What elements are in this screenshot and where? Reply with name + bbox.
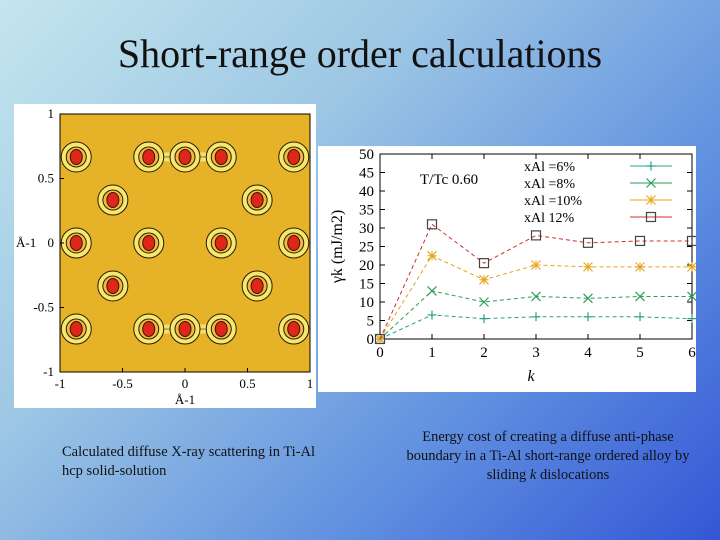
caption-right: Energy cost of creating a diffuse anti-p… xyxy=(398,428,698,485)
data-point xyxy=(427,250,437,261)
data-point xyxy=(583,293,593,304)
map-peak xyxy=(178,148,192,165)
y-tick-label: 35 xyxy=(359,203,374,219)
map-y-tick-label: 0.5 xyxy=(38,171,54,186)
y-tick-label: 50 xyxy=(359,147,374,163)
data-point xyxy=(634,235,646,247)
chart-title: T/Tc 0.60 xyxy=(420,172,478,188)
x-tick-label: 4 xyxy=(584,345,592,361)
data-point xyxy=(687,314,697,324)
x-tick-label: 6 xyxy=(688,345,696,361)
map-peak xyxy=(214,321,228,338)
map-peak xyxy=(214,235,228,251)
map-peak xyxy=(214,148,228,165)
data-point xyxy=(635,291,645,302)
map-peak xyxy=(69,148,83,165)
data-point xyxy=(531,291,541,302)
y-tick-label: 15 xyxy=(359,277,374,293)
data-point xyxy=(646,195,656,205)
data-point xyxy=(531,260,541,270)
caption-right-text-2: dislocations xyxy=(536,467,610,483)
x-tick-label: 2 xyxy=(480,345,488,361)
data-point xyxy=(426,219,438,230)
x-tick-label: 1 xyxy=(428,345,436,361)
series-line xyxy=(379,223,692,340)
map-y-tick-label: -1 xyxy=(43,364,54,379)
map-x-tick-label: -1 xyxy=(55,376,66,391)
data-point xyxy=(583,312,593,322)
diffraction-map: -1 -0.5 0 0.5 1 1 0.5 0 -0.5 -1 Å-1 Å-1 xyxy=(16,106,314,407)
legend-label: xAl =8% xyxy=(524,177,575,192)
data-point xyxy=(479,314,489,324)
map-peak xyxy=(142,321,156,338)
map-peak xyxy=(287,148,301,165)
data-point xyxy=(427,285,437,296)
y-tick-label: 10 xyxy=(359,295,374,311)
map-peak xyxy=(287,321,301,338)
x-tick-label: 3 xyxy=(532,345,540,361)
caption-left: Calculated diffuse X-ray scattering in T… xyxy=(62,444,316,479)
series-1 xyxy=(375,285,697,344)
map-y-tick-label: -0.5 xyxy=(33,300,54,315)
x-tick-label: 5 xyxy=(636,345,644,361)
map-pattern xyxy=(60,141,310,345)
map-peak xyxy=(178,321,192,338)
map-peak xyxy=(69,235,83,251)
map-peak xyxy=(250,192,264,209)
map-x-axis-label: Å-1 xyxy=(175,392,195,407)
map-peak xyxy=(69,321,83,338)
map-x-tick-label: 0 xyxy=(182,376,189,391)
y-tick-label: 45 xyxy=(359,166,374,182)
caption-right-k: k xyxy=(529,467,537,483)
y-tick-label: 20 xyxy=(359,258,374,274)
legend-label: xAl =10% xyxy=(524,194,582,209)
data-point xyxy=(478,258,490,269)
y-tick-label: 40 xyxy=(359,184,374,200)
data-point xyxy=(635,312,645,322)
data-point xyxy=(582,237,594,248)
map-y-tick-label: 0 xyxy=(48,235,55,250)
data-point xyxy=(583,261,593,272)
y-tick-label: 25 xyxy=(359,240,374,256)
map-peak xyxy=(287,235,301,251)
data-point xyxy=(635,261,645,272)
data-point xyxy=(687,261,697,272)
data-point xyxy=(646,178,656,188)
map-peak xyxy=(142,148,156,165)
y-tick-label: 30 xyxy=(359,221,374,237)
map-x-tick-label: -0.5 xyxy=(112,376,133,391)
map-y-axis-label: Å-1 xyxy=(16,235,36,250)
y-axis-label: γk (mJ/m2) xyxy=(329,210,346,284)
y-tick-label: 5 xyxy=(367,314,375,330)
legend-label: xAl 12% xyxy=(524,211,575,226)
map-x-tick-label: 0.5 xyxy=(239,376,255,391)
data-point xyxy=(479,274,489,285)
series-3 xyxy=(374,219,698,345)
x-axis-label: k xyxy=(527,368,535,385)
diffraction-map-figure: -1 -0.5 0 0.5 1 1 0.5 0 -0.5 -1 Å-1 Å-1 xyxy=(14,104,316,408)
data-point xyxy=(646,161,656,171)
slide-title: Short-range order calculations xyxy=(117,31,603,76)
map-peak xyxy=(250,277,264,294)
y-tick-label: 0 xyxy=(367,332,375,348)
map-peak xyxy=(142,235,156,251)
x-tick-label: 0 xyxy=(376,345,384,361)
map-peak xyxy=(106,192,120,209)
data-point xyxy=(427,310,437,320)
data-point xyxy=(645,211,657,223)
map-y-tick-label: 1 xyxy=(48,106,55,121)
map-x-tick-label: 1 xyxy=(307,376,314,391)
line-chart-figure: 0 5 10 15 20 25 30 35 40 45 50 0 1 2 3 4 5 6 k γk (mJ/m2) T/… xyxy=(318,146,698,392)
data-point xyxy=(374,333,386,345)
data-point xyxy=(531,312,541,322)
data-point xyxy=(687,291,697,302)
legend-label: xAl =6% xyxy=(524,160,575,175)
caption-right-text-1: Energy cost of creating a diffuse anti-p… xyxy=(406,429,690,483)
map-peak xyxy=(106,277,120,294)
data-point xyxy=(530,230,542,241)
data-point xyxy=(479,297,489,307)
